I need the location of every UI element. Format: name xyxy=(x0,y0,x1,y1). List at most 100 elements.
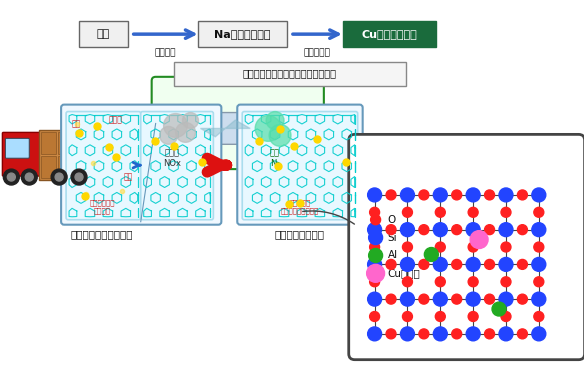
Circle shape xyxy=(534,277,544,287)
Circle shape xyxy=(435,242,445,252)
Circle shape xyxy=(501,312,511,322)
Bar xyxy=(58,156,73,178)
Circle shape xyxy=(534,312,544,322)
Circle shape xyxy=(386,225,396,235)
Text: Si: Si xyxy=(387,233,397,243)
Circle shape xyxy=(484,329,494,339)
Circle shape xyxy=(468,312,478,322)
Circle shape xyxy=(401,223,414,236)
FancyBboxPatch shape xyxy=(66,112,141,220)
Circle shape xyxy=(466,188,480,202)
Circle shape xyxy=(452,225,462,235)
Circle shape xyxy=(499,292,513,306)
Circle shape xyxy=(534,242,544,252)
Circle shape xyxy=(183,112,198,128)
FancyBboxPatch shape xyxy=(198,21,287,47)
FancyBboxPatch shape xyxy=(79,21,128,47)
Circle shape xyxy=(367,188,381,202)
Circle shape xyxy=(386,259,396,269)
Text: Al: Al xyxy=(387,250,398,260)
Text: Na型ゼオライト: Na型ゼオライト xyxy=(214,29,270,39)
Circle shape xyxy=(466,327,480,341)
Circle shape xyxy=(386,329,396,339)
Circle shape xyxy=(499,258,513,271)
Circle shape xyxy=(367,327,381,341)
Bar xyxy=(58,132,73,154)
Circle shape xyxy=(452,259,462,269)
Circle shape xyxy=(499,327,513,341)
Circle shape xyxy=(75,173,83,181)
Text: 浄化
N₂: 浄化 N₂ xyxy=(270,148,280,168)
Circle shape xyxy=(419,259,429,269)
FancyBboxPatch shape xyxy=(174,62,407,86)
Polygon shape xyxy=(201,120,250,137)
Text: 排ガス
NOx: 排ガス NOx xyxy=(164,148,181,168)
Text: O: O xyxy=(387,215,396,225)
Circle shape xyxy=(51,169,67,185)
Circle shape xyxy=(367,258,381,271)
Circle shape xyxy=(402,312,412,322)
Text: 従来のゼオライト触媒: 従来のゼオライト触媒 xyxy=(71,230,133,240)
Circle shape xyxy=(401,292,414,306)
Circle shape xyxy=(435,207,445,217)
Text: 水熱合成: 水熱合成 xyxy=(155,48,176,57)
Circle shape xyxy=(370,242,380,252)
Circle shape xyxy=(501,277,511,287)
Circle shape xyxy=(532,292,546,306)
Circle shape xyxy=(452,329,462,339)
Circle shape xyxy=(532,327,546,341)
Circle shape xyxy=(452,190,462,200)
FancyBboxPatch shape xyxy=(343,21,436,47)
Circle shape xyxy=(419,329,429,339)
Circle shape xyxy=(160,127,178,144)
Circle shape xyxy=(164,114,188,137)
FancyBboxPatch shape xyxy=(39,130,91,180)
Circle shape xyxy=(370,312,380,322)
Circle shape xyxy=(370,277,380,287)
Circle shape xyxy=(419,225,429,235)
FancyBboxPatch shape xyxy=(141,112,214,220)
FancyBboxPatch shape xyxy=(5,138,29,158)
Circle shape xyxy=(470,231,488,249)
Circle shape xyxy=(21,169,37,185)
Circle shape xyxy=(369,249,383,262)
Circle shape xyxy=(499,188,513,202)
Circle shape xyxy=(484,225,494,235)
Circle shape xyxy=(8,173,15,181)
Bar xyxy=(75,156,90,178)
Circle shape xyxy=(532,258,546,271)
FancyBboxPatch shape xyxy=(2,132,42,176)
Circle shape xyxy=(4,169,19,185)
Circle shape xyxy=(433,327,448,341)
Text: 一般的なゼオライト触媒の作製手順: 一般的なゼオライト触媒の作製手順 xyxy=(243,68,337,78)
Circle shape xyxy=(419,190,429,200)
FancyBboxPatch shape xyxy=(238,105,363,225)
Circle shape xyxy=(176,122,195,142)
Circle shape xyxy=(402,242,412,252)
FancyBboxPatch shape xyxy=(198,112,252,144)
Circle shape xyxy=(492,302,506,316)
Circle shape xyxy=(266,112,284,130)
Circle shape xyxy=(401,188,414,202)
Circle shape xyxy=(402,277,412,287)
Text: 活性点: 活性点 xyxy=(109,115,123,125)
Text: 原料: 原料 xyxy=(97,29,109,39)
Circle shape xyxy=(468,207,478,217)
Circle shape xyxy=(466,223,480,236)
Circle shape xyxy=(367,292,381,306)
Circle shape xyxy=(517,294,528,304)
Circle shape xyxy=(71,169,87,185)
Text: 活性点多い
欠陥極限まで少ない: 活性点多い 欠陥極限まで少ない xyxy=(281,199,319,214)
Circle shape xyxy=(468,277,478,287)
Circle shape xyxy=(517,329,528,339)
Circle shape xyxy=(484,190,494,200)
FancyBboxPatch shape xyxy=(242,112,357,220)
Circle shape xyxy=(401,258,414,271)
Circle shape xyxy=(386,294,396,304)
Bar xyxy=(75,132,90,154)
Circle shape xyxy=(532,188,546,202)
Text: Cu型ゼオライト: Cu型ゼオライト xyxy=(362,29,418,39)
Circle shape xyxy=(424,248,438,262)
Circle shape xyxy=(468,242,478,252)
Circle shape xyxy=(501,242,511,252)
